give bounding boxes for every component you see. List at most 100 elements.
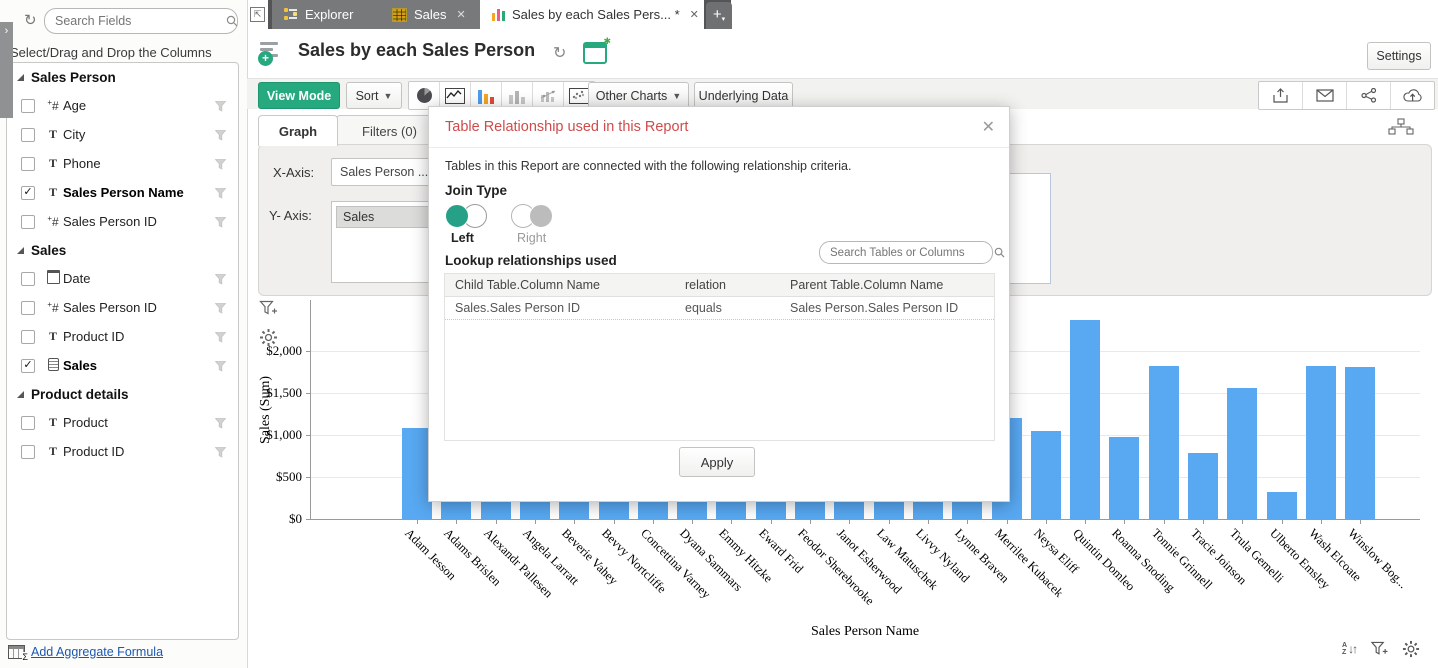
tab-report-active[interactable]: Sales by each Sales Pers... * ✕	[480, 0, 704, 29]
bar-quintin-domleo[interactable]	[1070, 320, 1101, 519]
field-checkbox[interactable]	[21, 444, 35, 459]
bar-tracie-joinson[interactable]	[1188, 453, 1218, 519]
join-right-label: Right	[517, 231, 547, 245]
y-tick	[306, 476, 310, 478]
field-row-date[interactable]: Date	[7, 264, 238, 293]
bar-adam-jesson[interactable]	[402, 428, 432, 519]
refresh-fields-icon[interactable]: ↻	[24, 12, 37, 29]
save-as-icon[interactable]	[583, 36, 611, 64]
settings-gear-icon[interactable]	[1402, 640, 1420, 658]
filter-funnel-icon[interactable]	[214, 446, 227, 461]
add-aggregate-formula[interactable]: Add Aggregate Formula	[8, 645, 164, 662]
add-aggregate-formula-link[interactable]: Add Aggregate Formula	[31, 645, 164, 659]
report-list-add-icon[interactable]: +	[258, 40, 282, 66]
table-relationship-icon[interactable]	[1388, 118, 1414, 138]
filter-funnel-icon[interactable]	[214, 360, 227, 375]
bar-trula-gemelli[interactable]	[1227, 388, 1258, 519]
chart-type-combo-icon[interactable]	[533, 82, 564, 109]
bar-winslow-bog-[interactable]	[1345, 366, 1376, 519]
field-checkbox[interactable]	[21, 214, 35, 229]
refresh-report-icon[interactable]: ↻	[553, 45, 567, 62]
chart-add-filter-icon[interactable]	[259, 300, 277, 321]
share-button[interactable]	[1347, 82, 1391, 109]
field-row-sales[interactable]: ✓ Sales	[7, 351, 238, 380]
field-row-product-id[interactable]: T Product ID	[7, 437, 238, 466]
field-checkbox[interactable]: ✓	[21, 358, 35, 373]
tab-graph[interactable]: Graph	[258, 115, 338, 146]
section-header-sales[interactable]: Sales	[7, 236, 238, 264]
sort-az-icon[interactable]: A Z ↓↑	[1342, 642, 1358, 656]
filter-funnel-icon[interactable]	[214, 100, 227, 115]
relationship-row[interactable]: Sales.Sales Person ID equals Sales Person.…	[445, 297, 994, 320]
filter-funnel-icon[interactable]	[214, 129, 227, 144]
join-left-option[interactable]	[445, 203, 489, 229]
filter-funnel-icon[interactable]	[214, 302, 227, 317]
chart-type-stacked-bar-icon[interactable]	[502, 82, 533, 109]
field-checkbox[interactable]	[21, 127, 35, 142]
filter-funnel-icon[interactable]	[214, 331, 227, 346]
bar-ulberto-emsley[interactable]	[1266, 492, 1297, 519]
join-left-label: Left	[451, 231, 474, 245]
field-row-age[interactable]: +# Age	[7, 91, 238, 120]
field-row-sales-person-id[interactable]: +# Sales Person ID	[7, 293, 238, 322]
field-row-phone[interactable]: T Phone	[7, 149, 238, 178]
add-filter-icon[interactable]	[1370, 641, 1388, 658]
field-row-sales-person-name[interactable]: ✓ T Sales Person Name	[7, 178, 238, 207]
field-checkbox[interactable]	[21, 271, 35, 286]
field-row-product-id[interactable]: T Product ID	[7, 322, 238, 351]
filter-funnel-icon[interactable]	[214, 417, 227, 432]
tab-explorer[interactable]: Explorer	[272, 0, 400, 29]
chart-type-line-icon[interactable]	[440, 82, 471, 109]
field-checkbox[interactable]	[21, 98, 35, 113]
underlying-data-button[interactable]: Underlying Data	[694, 82, 793, 109]
section-header-product-details[interactable]: Product details	[7, 380, 238, 408]
filter-funnel-icon[interactable]	[214, 216, 227, 231]
field-row-sales-person-id[interactable]: +# Sales Person ID	[7, 207, 238, 236]
sidebar-collapse-handle[interactable]: ›	[0, 22, 13, 118]
x-tick	[652, 520, 654, 524]
other-charts-button[interactable]: Other Charts ▼	[588, 82, 689, 109]
x-tick	[849, 520, 851, 524]
chart-type-scatter-icon[interactable]	[564, 82, 594, 109]
window-restore-icon[interactable]: ⇱	[250, 7, 265, 22]
export-button[interactable]	[1259, 82, 1303, 109]
join-right-option[interactable]	[511, 203, 555, 229]
close-icon[interactable]: ✕	[981, 119, 995, 136]
dialog-search-box[interactable]	[819, 241, 1005, 264]
new-tab-button[interactable]: +▾	[706, 2, 732, 29]
view-mode-button[interactable]: View Mode	[258, 82, 340, 109]
filter-funnel-icon[interactable]	[214, 158, 227, 173]
field-checkbox[interactable]	[21, 156, 35, 171]
field-row-product[interactable]: T Product	[7, 408, 238, 437]
field-label: City	[63, 127, 86, 142]
search-fields-box[interactable]	[44, 8, 238, 34]
tab-report-close-icon[interactable]: ✕	[689, 9, 699, 21]
apply-button[interactable]: Apply	[679, 447, 755, 477]
sort-button[interactable]: Sort ▼	[346, 82, 402, 109]
bar-tonnie-grinnell[interactable]	[1148, 365, 1179, 519]
chart-settings-gear-icon[interactable]	[259, 328, 278, 350]
filter-funnel-icon[interactable]	[214, 187, 227, 202]
search-fields-input[interactable]	[45, 14, 226, 28]
dialog-search-input[interactable]	[820, 246, 994, 259]
bar-roanna-snoding[interactable]	[1109, 437, 1140, 519]
new-tab-plus: +	[712, 6, 722, 23]
bar-neysa-eliff[interactable]	[1030, 430, 1061, 519]
column-header: Child Table.Column Name	[455, 278, 600, 292]
settings-button[interactable]: Settings	[1367, 42, 1431, 70]
field-checkbox[interactable]	[21, 415, 35, 430]
tab-sales-close-icon[interactable]: ✕	[456, 9, 466, 21]
section-header-sales-person[interactable]: Sales Person	[7, 63, 238, 91]
chart-type-pie-icon[interactable]	[409, 82, 440, 109]
tab-filters[interactable]: Filters (0)	[336, 115, 443, 146]
publish-button[interactable]	[1391, 82, 1434, 109]
filter-funnel-icon[interactable]	[214, 273, 227, 288]
field-row-city[interactable]: T City	[7, 120, 238, 149]
chart-type-bar-icon[interactable]	[471, 82, 502, 109]
field-checkbox[interactable]: ✓	[21, 185, 35, 200]
table-grid-icon	[392, 7, 407, 22]
field-checkbox[interactable]	[21, 300, 35, 315]
field-checkbox[interactable]	[21, 329, 35, 344]
bar-wash-elcoate[interactable]	[1305, 365, 1336, 519]
email-button[interactable]	[1303, 82, 1347, 109]
